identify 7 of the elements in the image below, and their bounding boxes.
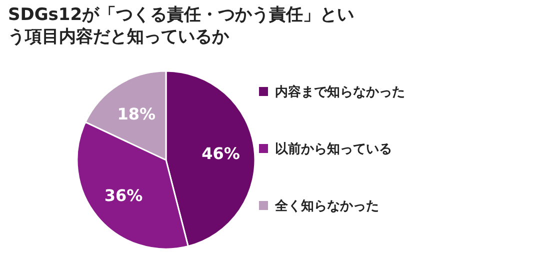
chart-title: SDGs12が「つくる責任・つかう責任」という項目内容だと知っているか: [8, 4, 356, 48]
legend-label: 内容まで知らなかった: [275, 84, 405, 100]
data-label: 18%: [117, 104, 156, 124]
data-label: 36%: [104, 186, 143, 206]
legend-label: 以前から知っている: [275, 142, 392, 157]
data-label: 46%: [202, 144, 240, 164]
legend-label: 全く知らなかった: [274, 199, 379, 214]
